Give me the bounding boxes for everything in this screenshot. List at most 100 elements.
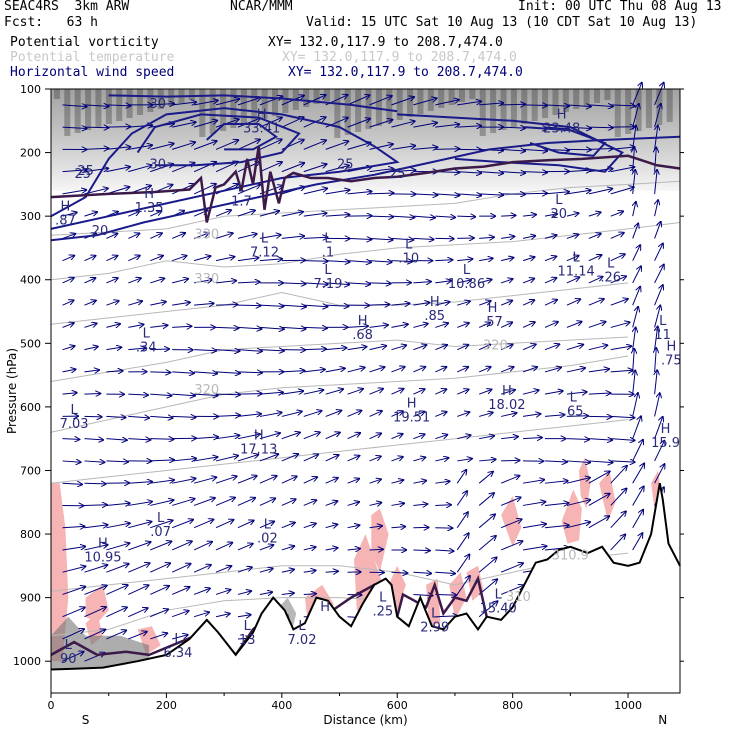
wind-vector (193, 498, 215, 506)
wind-vector (194, 280, 212, 283)
wind-vector (544, 367, 561, 373)
wind-vector (62, 461, 81, 462)
wind-vector (281, 499, 296, 506)
wind-vector (413, 572, 431, 573)
wind-vector (369, 526, 382, 528)
wind-vector (303, 369, 325, 372)
wind-vector (347, 143, 371, 150)
wind-vector (128, 608, 147, 618)
wind-vector (391, 527, 405, 528)
wind-vector (237, 591, 251, 594)
wind-vector (413, 367, 425, 373)
wind-vector (237, 544, 253, 551)
wind-vector (325, 190, 350, 195)
wind-vector (62, 439, 80, 440)
stratosphere-streak (209, 89, 216, 134)
wind-vector (62, 652, 84, 662)
stratosphere-streak (64, 89, 71, 136)
wind-vector (150, 480, 174, 484)
wind-vector (500, 367, 513, 373)
stratosphere-streak (85, 89, 92, 130)
speed-contour-label: 25 (77, 164, 94, 179)
stratosphere-streak (521, 89, 528, 124)
extremum-kind-label: H (144, 187, 154, 202)
wind-vector (479, 194, 503, 195)
x-tick-label: 800 (502, 699, 523, 712)
extremum-kind-label: L (607, 257, 615, 272)
wind-vector (106, 523, 129, 529)
extremum-kind-label: L (261, 231, 269, 246)
wind-vector (522, 279, 534, 284)
wind-vector (106, 105, 130, 106)
stratosphere-streak (666, 89, 673, 122)
wind-vector (633, 202, 636, 217)
wind-vector (655, 200, 658, 217)
wind-vector (413, 481, 426, 484)
speed-contour (136, 113, 301, 167)
wind-vector (500, 258, 513, 261)
wind-vector (84, 461, 104, 462)
wind-vector (632, 83, 642, 106)
wind-vector (106, 607, 127, 618)
wind-vector (456, 533, 468, 551)
extremum-kind-label: L (238, 180, 246, 195)
wind-vector (303, 432, 320, 440)
wind-vector (457, 126, 481, 127)
wind-vector (522, 257, 534, 261)
wind-vector (237, 567, 252, 573)
wind-vector (655, 370, 658, 395)
wind-vector (84, 545, 107, 551)
wind-vector (632, 104, 639, 128)
wind-vector (501, 460, 519, 461)
wind-vector (172, 102, 196, 105)
stratosphere-streak (355, 89, 362, 132)
extremum-value-label: 19.51 (393, 411, 430, 426)
wind-vector (369, 325, 388, 327)
wind-vector (303, 500, 317, 506)
stratosphere-streak (417, 89, 424, 114)
wind-vector (633, 328, 636, 350)
wind-vector (435, 550, 453, 551)
stratosphere-streak (469, 89, 476, 99)
wind-vector (171, 587, 189, 595)
wind-vector (281, 163, 304, 173)
wind-vector (128, 563, 149, 573)
wind-vector (347, 238, 372, 239)
extremum-kind-label: H (407, 397, 417, 412)
wind-vector (106, 585, 127, 595)
wind-vector (172, 122, 195, 128)
wind-vector (106, 461, 128, 462)
wind-vector (215, 543, 232, 551)
wind-vector (435, 281, 451, 283)
wind-vector (610, 105, 635, 106)
wind-vector (281, 212, 303, 217)
extremum-kind-label: H (61, 200, 71, 215)
wind-vector (500, 301, 512, 306)
wind-vector (347, 456, 360, 462)
wind-vector (588, 369, 609, 372)
wind-vector (588, 212, 601, 216)
wind-vector (194, 394, 218, 395)
wind-vector (457, 101, 481, 106)
wind-vector (655, 170, 657, 194)
wind-vector (610, 370, 633, 372)
wind-vector (347, 95, 370, 106)
wind-vector (84, 607, 105, 618)
stratosphere-streak (365, 89, 372, 129)
wind-vector (478, 514, 495, 529)
wind-vector (654, 464, 665, 484)
wind-vector (84, 505, 106, 506)
wind-vector (84, 301, 95, 306)
wind-vector (369, 120, 393, 128)
forecast-hour: Fcst: 63 h (4, 15, 98, 30)
wind-vector (435, 616, 457, 617)
wind-vector (478, 367, 490, 373)
wind-vector (544, 105, 569, 106)
wind-vector (435, 216, 455, 217)
wind-vector (193, 519, 213, 529)
y-tick-label: 500 (20, 337, 41, 350)
wind-vector (259, 259, 282, 261)
wind-vector (588, 255, 602, 262)
wind-vector (391, 503, 404, 505)
wind-vector (588, 322, 606, 328)
